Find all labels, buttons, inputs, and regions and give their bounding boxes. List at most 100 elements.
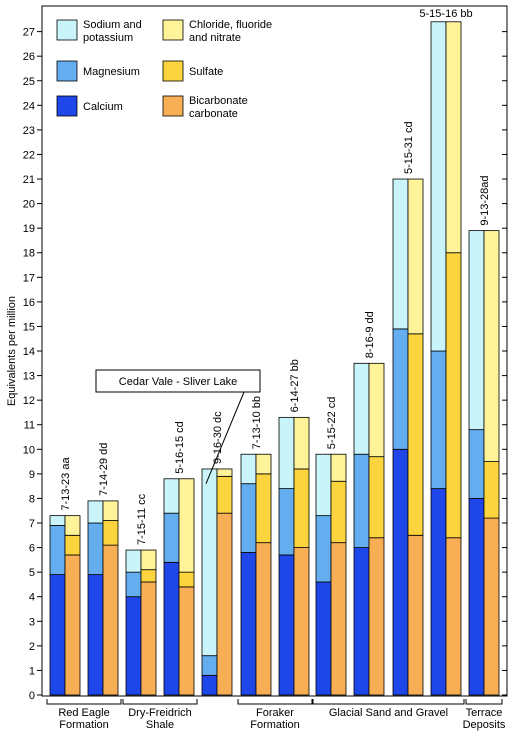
y-tick-label: 15: [23, 321, 35, 333]
legend-label: Sodium and: [83, 19, 142, 31]
bar-segment-magnesium: [315, 515, 332, 583]
bar-segment-calcium: [392, 448, 409, 696]
bar-segment-magnesium: [87, 522, 104, 576]
legend-swatch: [56, 95, 78, 117]
legend-swatch: [56, 19, 78, 41]
group-labels-layer: Red EagleFormationDry-FreidrichShaleFora…: [46, 699, 506, 731]
bar-segment-chloride-fluoride-nitrate: [140, 549, 157, 571]
legend-swatch: [56, 60, 78, 82]
sample-label: 5-15-16 bb: [419, 8, 472, 20]
y-axis-ticks: 0123456789101112131415161718192021222324…: [23, 27, 507, 702]
y-tick-label: 8: [29, 493, 35, 505]
bar-segment-sodium-potassium: [278, 416, 295, 490]
callout-annotation: Cedar Vale - Sliver Lake: [95, 369, 261, 484]
bar-segment-bicarbonate-carbonate: [368, 537, 385, 696]
bar-segment-sulfate: [178, 571, 195, 588]
group-label: Shale: [146, 719, 174, 731]
y-tick-label: 4: [29, 592, 35, 604]
y-tick-label: 5: [29, 567, 35, 579]
plot-frame: [41, 5, 508, 697]
y-tick-label: 12: [23, 395, 35, 407]
sample-label: 7-13-10 bb: [251, 396, 263, 449]
group-label: Terrace: [466, 707, 503, 719]
bar-segment-bicarbonate-carbonate: [445, 537, 462, 696]
y-tick-label: 22: [23, 149, 35, 161]
bar-segment-chloride-fluoride-nitrate: [445, 21, 462, 254]
sample-label: 7-15-11 cc: [136, 493, 148, 545]
bar-segment-calcium: [163, 561, 180, 696]
bar-segment-sodium-potassium: [49, 515, 66, 526]
bar-segment-calcium: [278, 554, 295, 696]
bar-segment-sulfate: [102, 520, 119, 546]
bar-segment-calcium: [49, 574, 66, 696]
bar-segment-magnesium: [353, 453, 370, 548]
bar-segment-sulfate: [140, 569, 157, 583]
bar-segment-chloride-fluoride-nitrate: [368, 362, 385, 458]
bar-segment-calcium: [125, 596, 142, 696]
sample-label: 5-15-22 cd: [326, 397, 338, 450]
bar-segment-bicarbonate-carbonate: [483, 517, 500, 696]
group-bracket: [46, 699, 122, 705]
legend-label: Calcium: [83, 101, 123, 113]
y-tick-label: 24: [23, 100, 35, 112]
y-tick-label: 1: [29, 665, 35, 677]
y-tick-label: 17: [23, 272, 35, 284]
y-tick-label: 7: [29, 518, 35, 530]
bar-segment-calcium: [430, 488, 447, 696]
bar-segment-bicarbonate-carbonate: [255, 542, 272, 696]
bar-segment-magnesium: [125, 571, 142, 598]
y-tick-label: 11: [24, 420, 35, 432]
bar-segment-sodium-potassium: [163, 478, 180, 514]
bar-segment-sulfate: [293, 468, 310, 548]
bar-segment-chloride-fluoride-nitrate: [483, 230, 500, 462]
bar-segment-sodium-potassium: [392, 178, 409, 330]
bar-segment-bicarbonate-carbonate: [102, 544, 119, 696]
group-bracket: [312, 699, 465, 705]
sample-label: 9-13-28ad: [479, 175, 491, 225]
bar-segment-sodium-potassium: [240, 453, 257, 485]
group-label: Deposits: [463, 719, 506, 731]
y-tick-label: 16: [23, 297, 35, 309]
bar-segment-sodium-potassium: [430, 21, 447, 352]
bar-segment-bicarbonate-carbonate: [293, 547, 310, 696]
bar-segment-sulfate: [368, 456, 385, 539]
callout-label: Cedar Vale - Sliver Lake: [119, 376, 237, 388]
bar-segment-chloride-fluoride-nitrate: [255, 453, 272, 475]
legend-label: Bicarbonate: [189, 95, 248, 107]
callout-box: [95, 369, 261, 393]
group-label: Glacial Sand and Gravel: [329, 707, 448, 719]
bar-segment-calcium: [240, 552, 257, 696]
bar-segment-magnesium: [240, 483, 257, 553]
bar-segment-sodium-potassium: [468, 230, 485, 431]
bar-segment-bicarbonate-carbonate: [140, 581, 157, 696]
bar-segment-sodium-potassium: [353, 362, 370, 455]
bar-segment-magnesium: [392, 328, 409, 450]
bar-segment-sulfate: [64, 534, 81, 556]
group-label: Red Eagle: [58, 707, 109, 719]
sample-label: 7-13-23 aa: [60, 457, 72, 511]
legend-label: Sulfate: [189, 66, 223, 78]
sample-label: 6-14-27 bb: [289, 359, 301, 412]
bar-segment-chloride-fluoride-nitrate: [102, 500, 119, 521]
y-tick-label: 2: [29, 641, 35, 653]
y-tick-label: 13: [23, 371, 35, 383]
bar-segment-sodium-potassium: [87, 500, 104, 524]
y-tick-label: 3: [29, 616, 35, 628]
bar-segment-sodium-potassium: [201, 468, 218, 657]
bar-segment-calcium: [201, 674, 218, 696]
bar-segment-magnesium: [49, 525, 66, 576]
group-label: Foraker: [256, 707, 294, 719]
bar-segment-sulfate: [445, 252, 462, 539]
bar-segment-calcium: [315, 581, 332, 696]
bar-segment-magnesium: [430, 350, 447, 490]
bar-segment-calcium: [468, 498, 485, 696]
bar-segment-bicarbonate-carbonate: [407, 534, 424, 696]
bar-segment-sulfate: [216, 475, 233, 514]
bar-segment-chloride-fluoride-nitrate: [330, 453, 347, 482]
y-tick-label: 6: [29, 543, 35, 555]
bar-segment-sodium-potassium: [125, 549, 142, 573]
bar-segment-bicarbonate-carbonate: [330, 542, 347, 696]
sample-label: 9-16-30 dc: [212, 411, 224, 464]
bar-segment-bicarbonate-carbonate: [178, 586, 195, 696]
